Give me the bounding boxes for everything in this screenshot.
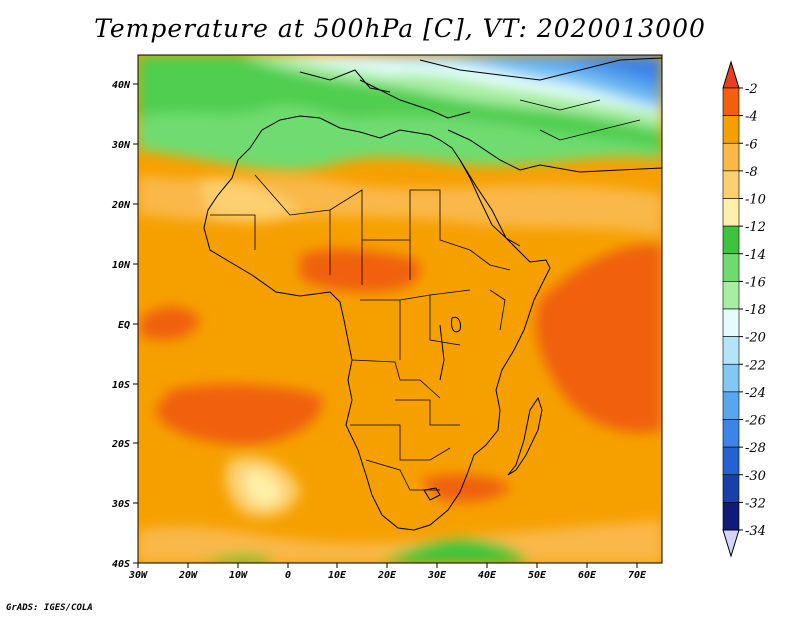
colorbar-label: -16 xyxy=(745,275,766,290)
colorbar-label: -14 xyxy=(745,248,766,263)
lon-ticks xyxy=(137,563,638,568)
colorbar-swatch xyxy=(722,419,740,448)
colorbar-swatch xyxy=(722,115,740,144)
colorbar-swatch xyxy=(722,502,740,531)
colorbar-label: -4 xyxy=(745,110,758,125)
colorbar-swatch xyxy=(722,225,740,255)
lat-label: 30N xyxy=(111,140,131,151)
lon-label: 10E xyxy=(328,570,347,581)
lat-label: 30S xyxy=(111,499,130,510)
lat-label: 20N xyxy=(111,200,131,211)
colorbar-label: -20 xyxy=(745,331,766,346)
lon-label: 60E xyxy=(578,570,597,581)
colorbar-swatch xyxy=(722,87,740,116)
colorbar-swatch xyxy=(722,336,740,365)
colorbar-label: -28 xyxy=(745,441,766,456)
lat-label: 10S xyxy=(112,380,130,391)
lon-label: 0 xyxy=(285,570,291,581)
lat-ticks xyxy=(133,83,138,564)
colorbar-label: -10 xyxy=(745,193,766,208)
lon-label: 70E xyxy=(628,570,647,581)
colorbar-swatch xyxy=(722,281,740,310)
colorbar-swatch xyxy=(722,474,740,503)
colorbar-label: -30 xyxy=(745,469,766,484)
chart-title: Temperature at 500hPa [C], VT: 202001300… xyxy=(94,14,706,43)
lon-label: 30E xyxy=(427,570,447,581)
colorbar-label: -34 xyxy=(745,524,766,539)
colorbar-label: -24 xyxy=(745,386,766,401)
colorbar-swatch xyxy=(722,142,740,172)
colorbar-label: -22 xyxy=(745,358,766,373)
colorbar-arrow-top xyxy=(722,60,740,89)
colorbar-label: -32 xyxy=(745,496,766,511)
coastlines xyxy=(203,57,662,531)
lat-label: 40N xyxy=(112,80,131,91)
colorbar-label: -18 xyxy=(745,303,766,318)
colorbar-swatch xyxy=(722,363,740,393)
lon-label: 50E xyxy=(528,570,547,581)
country-borders xyxy=(210,99,641,491)
colorbar-swatch xyxy=(722,308,740,337)
lon-label: 30W xyxy=(128,570,148,581)
lon-label: 10W xyxy=(229,570,248,581)
colorbar-label: -6 xyxy=(745,137,758,152)
lat-label: 20S xyxy=(111,439,130,450)
lon-label: 20E xyxy=(377,570,397,581)
colorbar: -2 -4 -6 -8 -10 -12 -14 -16 -18 -20 -22 -24 -26 -28 -3… xyxy=(722,60,766,558)
colorbar-label: -8 xyxy=(745,165,758,180)
lon-label: 20W xyxy=(178,570,198,581)
credit-label: GrADS: IGES/COLA xyxy=(6,603,93,613)
colorbar-swatch xyxy=(722,253,740,282)
colorbar-swatch xyxy=(722,391,740,420)
colorbar-label: -12 xyxy=(745,220,766,235)
colorbar-arrow-bottom xyxy=(722,529,740,558)
colorbar-label: -2 xyxy=(745,82,758,97)
lat-label: 40S xyxy=(112,559,130,570)
lat-label: EQ xyxy=(118,320,130,331)
colorbar-swatch xyxy=(722,198,740,227)
plot-frame xyxy=(137,54,663,564)
colorbar-swatch xyxy=(722,446,740,476)
lon-label: 40E xyxy=(478,570,497,581)
colorbar-swatch xyxy=(722,170,740,199)
lat-label: 10N xyxy=(112,260,131,271)
colorbar-label: -26 xyxy=(745,414,766,429)
